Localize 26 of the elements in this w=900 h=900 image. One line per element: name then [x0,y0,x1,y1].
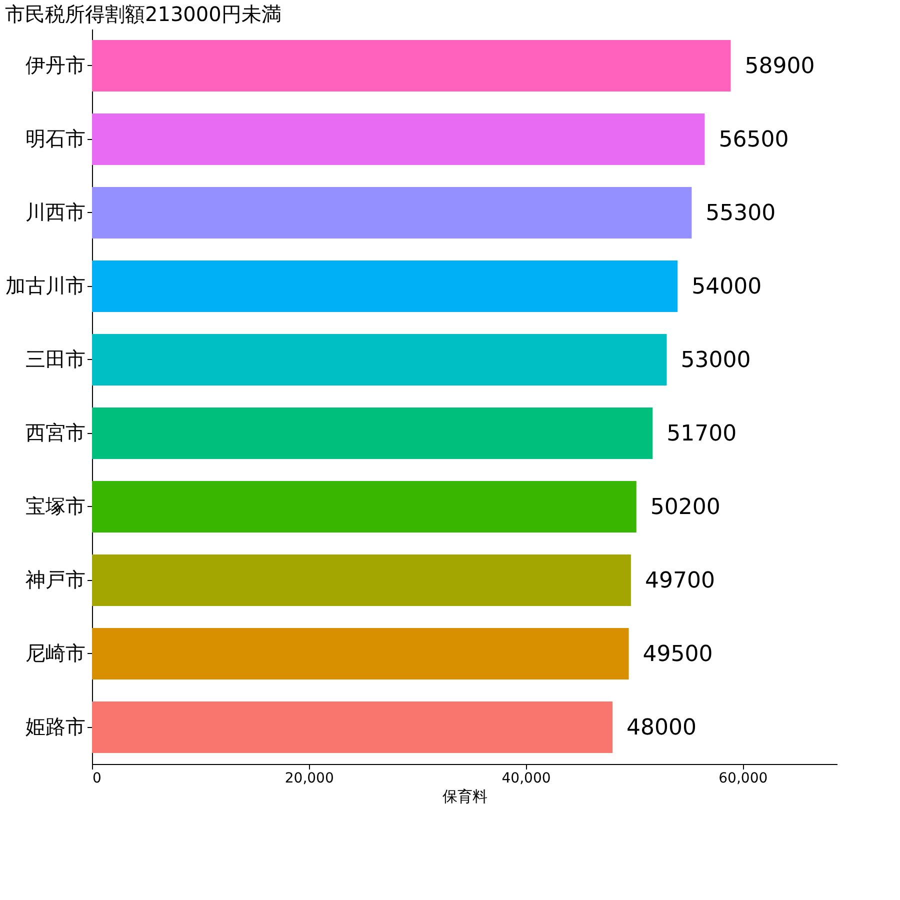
y-tick-label: 明石市 [26,126,86,150]
data-label: 53000 [680,348,751,373]
y-tick-label: 伊丹市 [26,52,86,77]
x-tick-label: 40,000 [502,770,551,786]
data-label: 48000 [626,715,697,740]
data-label: 56500 [718,127,789,152]
chart-title: 市民税所得割額213000円未満 [5,2,282,26]
y-tick-label: 神戸市 [26,567,86,592]
x-tick-label: 20,000 [284,770,334,786]
y-tick-label: 三田市 [26,346,86,371]
y-tick-label: 宝塚市 [26,494,86,518]
data-label: 54000 [692,274,762,300]
y-tick-label: 西宮市 [26,420,86,444]
y-tick-label: 姫路市 [26,714,86,738]
data-label: 50200 [650,494,720,520]
x-tick-label: 60,000 [718,770,768,786]
data-label: 51700 [666,421,737,446]
y-tick-label: 川西市 [26,200,86,224]
data-label: 49500 [642,642,713,667]
x-axis-title: 保育料 [442,788,488,806]
y-tick-label: 加古川市 [6,273,86,298]
y-tick-label: 尼崎市 [26,640,86,665]
data-label: 55300 [706,200,776,226]
data-label: 58900 [744,54,815,79]
x-tick-label: 0 [92,770,102,786]
data-label: 49700 [644,568,715,594]
